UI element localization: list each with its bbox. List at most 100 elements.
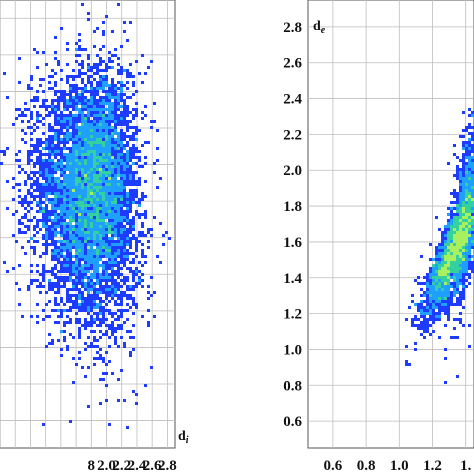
density-cell <box>459 210 462 213</box>
density-cell <box>429 318 432 321</box>
density-cell <box>135 246 138 249</box>
density-cell <box>429 300 432 303</box>
density-cell <box>114 195 117 198</box>
density-cell <box>438 258 441 261</box>
density-cell <box>72 183 75 186</box>
density-cell <box>63 135 66 138</box>
density-cell <box>96 279 99 282</box>
density-cell <box>84 297 87 300</box>
density-cell <box>459 303 462 306</box>
density-cell <box>90 180 93 183</box>
density-cell <box>72 78 75 81</box>
density-cell <box>90 132 93 135</box>
density-cell <box>120 141 123 144</box>
density-cell <box>81 258 84 261</box>
density-cell <box>438 300 441 303</box>
density-cell <box>114 174 117 177</box>
density-cell <box>456 171 459 174</box>
density-cell <box>444 261 447 264</box>
density-cell <box>90 306 93 309</box>
density-cell <box>51 231 54 234</box>
density-cell <box>123 108 126 111</box>
density-cell <box>30 282 33 285</box>
density-cell <box>123 147 126 150</box>
density-cell <box>81 237 84 240</box>
density-cell <box>135 270 138 273</box>
density-cell <box>120 192 123 195</box>
density-cell <box>84 183 87 186</box>
density-cell <box>129 222 132 225</box>
density-cell <box>78 54 81 57</box>
density-cell <box>105 123 108 126</box>
density-cell <box>105 255 108 258</box>
density-cell <box>60 195 63 198</box>
density-cell <box>60 312 63 315</box>
density-cell <box>81 213 84 216</box>
density-cell <box>117 96 120 99</box>
density-cell <box>96 87 99 90</box>
density-cell <box>108 288 111 291</box>
density-cell <box>135 243 138 246</box>
density-cell <box>93 249 96 252</box>
density-cell <box>96 282 99 285</box>
density-cell <box>75 75 78 78</box>
density-cell <box>450 201 453 204</box>
density-cell <box>93 216 96 219</box>
density-cell <box>57 321 60 324</box>
density-cell <box>135 183 138 186</box>
density-cell <box>459 282 462 285</box>
density-cell <box>126 120 129 123</box>
density-cell <box>135 150 138 153</box>
density-cell <box>462 144 465 147</box>
density-cell <box>96 132 99 135</box>
density-cell <box>117 189 120 192</box>
density-cell <box>426 282 429 285</box>
density-cell <box>462 153 465 156</box>
left-x-tick-labels: 8 2.02.22.42.62.8 <box>88 458 177 474</box>
density-cell <box>114 243 117 246</box>
density-cell <box>105 93 108 96</box>
density-cell <box>87 312 90 315</box>
density-cell <box>75 225 78 228</box>
density-cell <box>54 171 57 174</box>
density-cell <box>438 303 441 306</box>
density-cell <box>432 258 435 261</box>
density-cell <box>54 153 57 156</box>
density-cell <box>102 300 105 303</box>
density-cell <box>459 249 462 252</box>
density-cell <box>96 225 99 228</box>
density-cell <box>462 261 465 264</box>
density-cell <box>93 45 96 48</box>
density-cell <box>48 300 51 303</box>
density-cell <box>42 192 45 195</box>
density-cell <box>69 150 72 153</box>
density-cell <box>84 147 87 150</box>
density-cell <box>111 30 114 33</box>
density-cell <box>51 192 54 195</box>
density-cell <box>147 321 150 324</box>
density-cell <box>102 120 105 123</box>
density-cell <box>45 234 48 237</box>
density-cell <box>123 132 126 135</box>
density-cell <box>120 309 123 312</box>
density-cell <box>102 21 105 24</box>
density-cell <box>99 120 102 123</box>
density-cell <box>66 129 69 132</box>
density-cell <box>42 51 45 54</box>
density-cell <box>111 234 114 237</box>
density-cell <box>96 216 99 219</box>
density-cell <box>75 90 78 93</box>
density-cell <box>120 99 123 102</box>
density-cell <box>69 246 72 249</box>
density-cell <box>69 168 72 171</box>
density-cell <box>93 276 96 279</box>
density-cell <box>99 135 102 138</box>
density-cell <box>471 114 474 117</box>
density-cell <box>90 249 93 252</box>
density-cell <box>114 300 117 303</box>
density-cell <box>99 177 102 180</box>
density-cell <box>471 168 474 171</box>
density-cell <box>69 309 72 312</box>
density-cell <box>27 153 30 156</box>
density-cell <box>81 195 84 198</box>
